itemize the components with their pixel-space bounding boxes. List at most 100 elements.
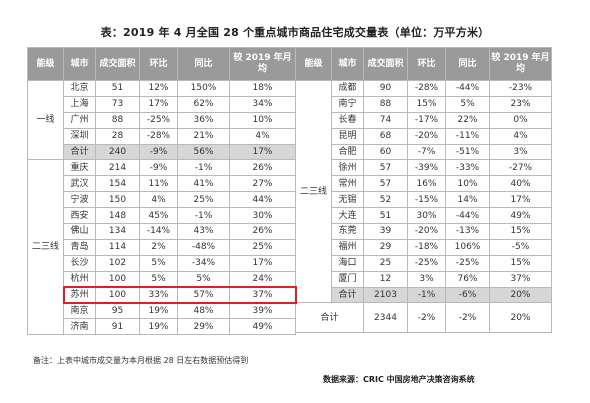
cell-area: 57 [363, 175, 408, 193]
cell-yoy: -1% [177, 159, 230, 177]
cell-area: 100 [95, 270, 140, 288]
cell-area: 114 [95, 238, 140, 256]
grand-total-row: 合计 2344 -2% -2% 20% [295, 302, 552, 334]
cell-area: 91 [95, 318, 140, 336]
table-row: 东莞 39 -20% -13% 15% [296, 223, 552, 240]
cell-vs-avg: -27% [489, 159, 552, 177]
cell-vs-avg: 17% [229, 143, 296, 161]
table-row: 南宁 88 15% 5% 23% [296, 95, 552, 113]
cell-city: 西安 [63, 207, 96, 225]
cell-yoy: -44% [445, 80, 490, 97]
cell-area: 102 [95, 254, 140, 272]
cell-city: 长沙 [63, 254, 96, 272]
table-row: 广州 88 -25% 36% 10% [28, 111, 296, 129]
cell-yoy: 25% [177, 191, 230, 209]
cell-yoy: 36% [177, 111, 230, 129]
grand-total-label: 合计 [295, 302, 364, 334]
cell-mom: 3% [407, 270, 446, 288]
tier-label: 二三线 [27, 159, 64, 336]
cell-city: 大连 [331, 207, 364, 225]
cell-yoy: -13% [445, 223, 490, 240]
subtotal-row: 合计 240 -9% 56% 17% [28, 143, 296, 161]
header-area: 成交面积 [363, 47, 408, 81]
cell-vs-avg: 4% [229, 127, 296, 145]
cell-mom: 5% [139, 254, 178, 272]
table-row: 大连 51 30% -44% 49% [296, 207, 552, 225]
cell-mom: -7% [407, 143, 446, 161]
cell-yoy: 76% [445, 270, 490, 288]
cell-vs-avg: 20% [489, 302, 552, 334]
table-row: 青岛 114 2% -48% 25% [28, 238, 296, 256]
cell-vs-avg: 0% [489, 111, 552, 129]
cell-area: 29 [363, 238, 408, 256]
table-row: 佛山 134 -14% 43% 26% [28, 223, 296, 240]
cell-mom: -15% [407, 191, 446, 209]
cell-yoy: -2% [445, 302, 490, 334]
cell-vs-avg: 15% [489, 254, 552, 272]
cell-yoy: 150% [177, 80, 230, 97]
cell-vs-avg: 18% [229, 80, 296, 97]
cell-area: 88 [95, 111, 140, 129]
cell-area: 95 [95, 302, 140, 320]
cell-city: 深圳 [63, 127, 96, 145]
cell-mom: 12% [139, 80, 178, 97]
cell-vs-avg: 24% [229, 270, 296, 288]
tier-label: 二三线 [295, 79, 332, 304]
tier-label: 一线 [27, 79, 64, 161]
cell-area: 2344 [363, 302, 408, 334]
cell-yoy: -6% [445, 286, 490, 304]
cell-mom: 17% [139, 95, 178, 113]
cell-city: 昆明 [331, 127, 364, 145]
cell-vs-avg: -23% [489, 80, 552, 97]
cell-city: 成都 [331, 80, 364, 97]
cell-city: 北京 [63, 80, 96, 97]
cell-vs-avg: 17% [229, 254, 296, 272]
table-row: 徐州 57 -39% -33% -27% [296, 159, 552, 177]
table-row: 福州 29 -18% 106% -5% [296, 238, 552, 256]
cell-yoy: 48% [177, 302, 230, 320]
cell-yoy: 14% [445, 191, 490, 209]
cell-vs-avg: 27% [229, 175, 296, 193]
table-row: 西安 148 45% -1% 30% [28, 207, 296, 225]
header-city: 城市 [63, 47, 96, 81]
cell-city: 广州 [63, 111, 96, 129]
footnote: 备注：上表中城市成交量为本月根据 28 日左右数据预估得到 [33, 356, 249, 365]
cell-city: 常州 [331, 175, 364, 193]
subtotal-row: 合计 2103 -1% -6% 20% [296, 286, 552, 304]
cell-mom: 5% [139, 270, 178, 288]
cell-city: 合肥 [331, 143, 364, 161]
cell-yoy: 106% [445, 238, 490, 256]
table-row: 合肥 60 -7% -51% 3% [296, 143, 552, 161]
header-city: 城市 [331, 47, 364, 81]
cell-area: 57 [363, 159, 408, 177]
table-row: 无锡 52 -15% 14% 17% [296, 191, 552, 209]
header-vs-avg: 较 2019 年月均 [489, 47, 552, 81]
header-row: 能级 城市 成交面积 环比 同比 较 2019 年月均 [295, 47, 552, 81]
cell-vs-avg: 44% [229, 191, 296, 209]
cell-mom: -18% [407, 238, 446, 256]
cell-area: 73 [95, 95, 140, 113]
cell-vs-avg: -5% [489, 238, 552, 256]
table-row: 长沙 102 5% -34% 17% [28, 254, 296, 272]
cell-city: 武汉 [63, 175, 96, 193]
cell-vs-avg: 26% [229, 223, 296, 240]
cell-yoy: 5% [445, 95, 490, 113]
cell-mom: -25% [139, 111, 178, 129]
cell-yoy: 10% [445, 175, 490, 193]
left-table: 能级 城市 成交面积 环比 同比 较 2019 年月均 一线 北京 51 12% 150… [27, 47, 296, 336]
cell-city: 济南 [63, 318, 96, 336]
cell-yoy: 57% [177, 286, 230, 304]
header-row: 能级 城市 成交面积 环比 同比 较 2019 年月均 [27, 47, 296, 81]
cell-yoy: -11% [445, 127, 490, 145]
cell-vs-avg: 30% [229, 207, 296, 225]
cell-city: 厦门 [331, 270, 364, 288]
table-row: 杭州 100 5% 5% 24% [28, 270, 296, 288]
table-row: 长春 74 -17% 22% 0% [296, 111, 552, 129]
cell-vs-avg: 39% [229, 302, 296, 320]
cell-mom: -1% [407, 286, 446, 304]
cell-city: 徐州 [331, 159, 364, 177]
cell-mom: -20% [407, 127, 446, 145]
cell-city: 合计 [63, 143, 96, 161]
cell-city: 青岛 [63, 238, 96, 256]
cell-mom: -25% [407, 254, 446, 272]
